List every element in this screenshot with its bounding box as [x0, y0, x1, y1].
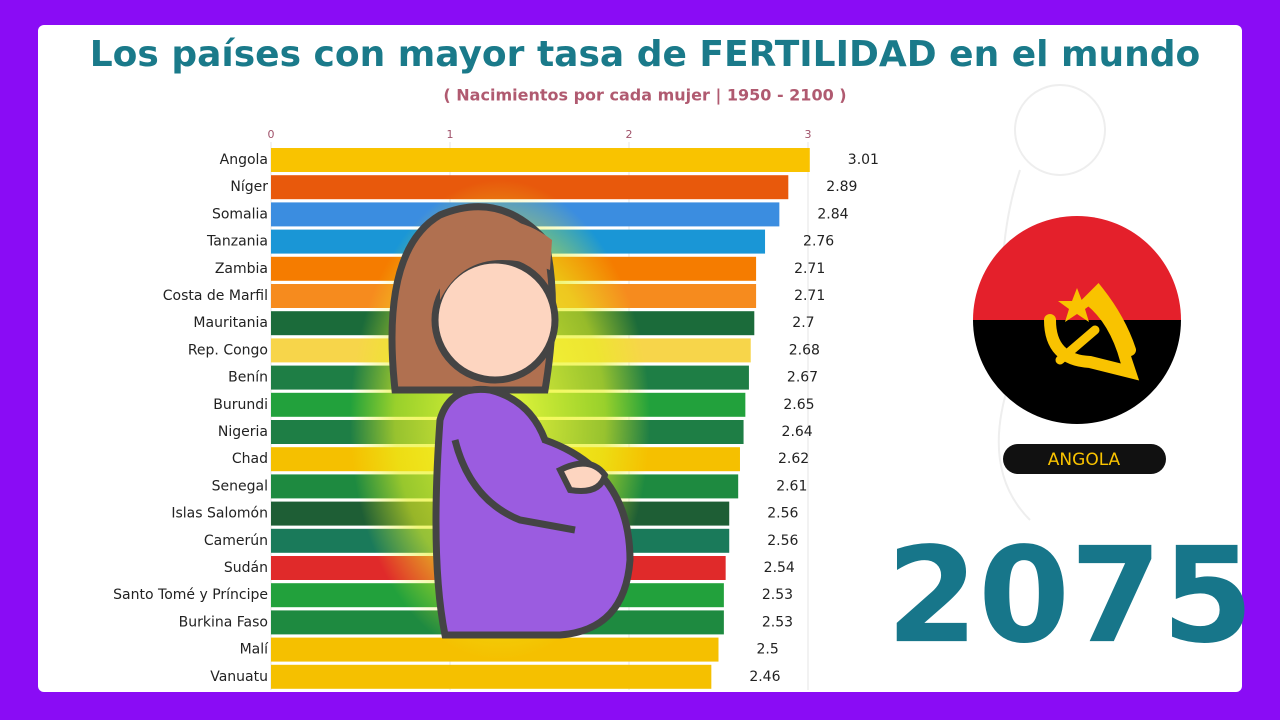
chart-title: Los países con mayor tasa de FERTILIDAD …	[90, 34, 1201, 75]
y-tick-label: Sudán	[224, 560, 268, 576]
x-tick-label: 3	[805, 128, 812, 141]
value-label: 2.54	[764, 560, 795, 576]
value-label: 2.53	[762, 587, 793, 603]
x-tick-label: 1	[447, 128, 454, 141]
year-label: 2075	[886, 519, 1253, 673]
value-label: 2.56	[767, 506, 798, 522]
y-tick-label: Angola	[220, 152, 268, 168]
bar	[271, 148, 810, 172]
value-label: 2.62	[778, 451, 809, 467]
value-label: 2.71	[794, 261, 825, 277]
value-label: 2.76	[803, 234, 834, 250]
label-pill	[1003, 444, 1166, 474]
y-tick-label: Somalia	[212, 206, 268, 222]
value-label: 2.67	[787, 370, 818, 386]
y-tick-label: Islas Salomón	[171, 506, 268, 522]
y-tick-label: Mauritania	[193, 315, 268, 331]
y-tick-label: Vanuatu	[210, 669, 268, 685]
value-label: 2.89	[826, 179, 857, 195]
value-label: 2.53	[762, 614, 793, 630]
y-tick-label: Nigeria	[218, 424, 268, 440]
y-tick-label: Senegal	[212, 478, 268, 494]
value-label: 2.5	[757, 642, 779, 658]
y-tick-label: Rep. Congo	[188, 342, 268, 358]
value-label: 2.71	[794, 288, 825, 304]
value-label: 2.65	[783, 397, 814, 413]
pregnant-icon	[350, 180, 650, 660]
value-label: 2.84	[817, 206, 848, 222]
highlight-label: ANGOLA	[1048, 450, 1121, 470]
y-tick-label: Santo Tomé y Príncipe	[113, 587, 268, 603]
y-tick-label: Burkina Faso	[179, 614, 268, 630]
value-label: 2.46	[749, 669, 780, 685]
value-label: 2.7	[792, 315, 814, 331]
value-label: 3.01	[848, 152, 879, 168]
value-label: 2.61	[776, 478, 807, 494]
chart-subtitle: ( Nacimientos por cada mujer | 1950 - 21…	[443, 86, 846, 106]
y-tick-label: Tanzania	[206, 234, 268, 250]
value-label: 2.64	[782, 424, 813, 440]
x-tick-label: 0	[268, 128, 275, 141]
value-label: 2.56	[767, 533, 798, 549]
bar	[271, 664, 712, 689]
value-label: 2.68	[789, 342, 820, 358]
y-tick-label: Chad	[232, 451, 268, 467]
y-tick-label: Costa de Marfil	[163, 288, 268, 304]
y-tick-label: Camerún	[204, 533, 268, 549]
y-tick-label: Zambia	[215, 261, 268, 277]
y-tick-label: Benín	[228, 370, 268, 386]
y-tick-label: Malí	[240, 642, 270, 658]
y-tick-label: Níger	[230, 179, 268, 195]
y-tick-label: Burundi	[213, 397, 268, 413]
x-tick-label: 2	[626, 128, 633, 141]
